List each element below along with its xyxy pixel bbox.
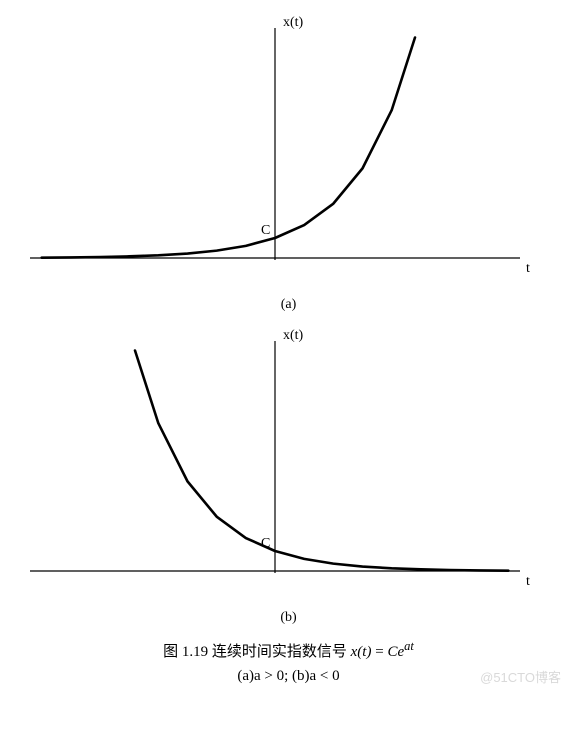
x-axis-label: t: [526, 574, 530, 589]
caption-eq: =: [371, 644, 387, 660]
caption-exp: at: [404, 639, 414, 653]
caption-C: C: [387, 644, 397, 660]
intercept-label: C: [261, 536, 270, 551]
panel-b: x(t) t C (b): [10, 323, 567, 626]
y-axis-label: x(t): [283, 15, 304, 30]
x-axis-label: t: [526, 261, 530, 276]
exponential-curve: [135, 351, 508, 571]
exponential-curve: [42, 38, 415, 258]
y-axis-label: x(t): [283, 328, 304, 343]
caption-line2: (a)a > 0; (b)a < 0: [237, 668, 339, 684]
figure-caption: 图 1.19 连续时间实指数信号 x(t) = Ceat (a)a > 0; (…: [10, 636, 567, 688]
chart-a-svg: x(t) t C: [10, 10, 550, 290]
figure-container: x(t) t C (a) x(t) t C (b) 图 1.19 连续时间实指数信号 x…: [10, 10, 567, 688]
panel-a-sublabel: (a): [10, 297, 567, 313]
chart-b-svg: x(t) t C: [10, 323, 550, 603]
intercept-label: C: [261, 223, 270, 238]
panel-b-sublabel: (b): [10, 610, 567, 626]
caption-lhs: x(t): [351, 644, 372, 660]
panel-a: x(t) t C (a): [10, 10, 567, 313]
caption-prefix: 图 1.19 连续时间实指数信号: [163, 644, 351, 660]
